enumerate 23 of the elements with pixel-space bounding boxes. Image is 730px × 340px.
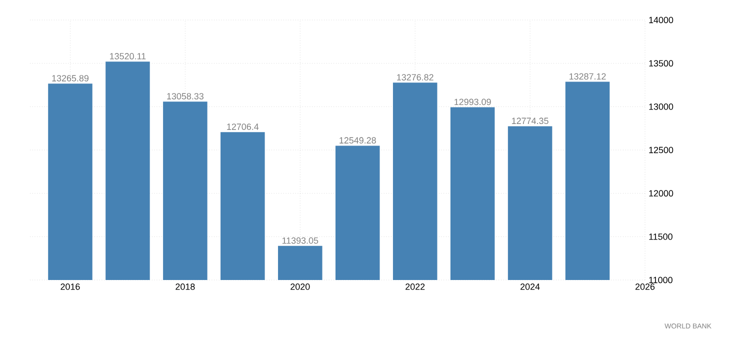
x-tick-label: 2018 <box>176 284 195 290</box>
data-label: 12993.09 <box>454 98 491 106</box>
data-label: 11393.05 <box>282 237 318 244</box>
y-tick-label: 13500 <box>649 60 674 67</box>
data-label: 12706.4 <box>227 124 259 130</box>
data-label: 12549.28 <box>340 137 376 144</box>
x-tick-label: 2026 <box>635 284 655 290</box>
y-tick-label: 11500 <box>649 233 672 240</box>
data-label: 13265.89 <box>52 75 88 82</box>
data-label: 12774.35 <box>512 118 548 124</box>
x-tick-label: 2020 <box>290 284 310 290</box>
x-tick-label: 2016 <box>60 284 80 290</box>
y-tick-label: 14000 <box>649 16 674 24</box>
x-tick-label: 2024 <box>520 284 540 290</box>
data-label: 13287.12 <box>570 73 606 80</box>
data-label: 13276.82 <box>397 74 434 80</box>
data-label: 13058.33 <box>167 93 204 100</box>
y-tick-label: 12000 <box>649 190 674 197</box>
data-label: 13520.11 <box>110 53 146 60</box>
x-tick-label: 2022 <box>406 284 425 290</box>
y-tick-label: 12500 <box>649 146 674 154</box>
y-tick-label: 11000 <box>649 276 672 284</box>
y-tick-label: 13000 <box>649 103 674 110</box>
